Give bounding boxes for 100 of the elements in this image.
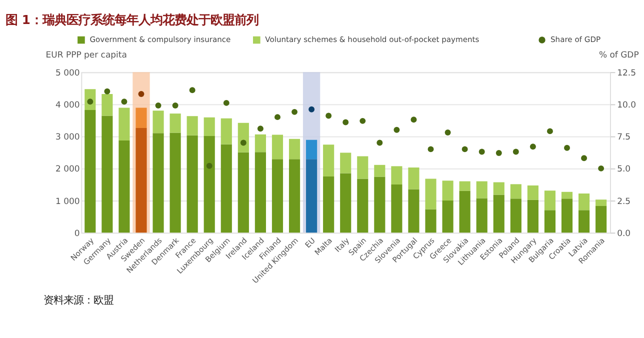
legend-label: Government & compulsory insurance — [90, 34, 232, 44]
bar — [102, 116, 113, 233]
bar — [544, 210, 556, 233]
bar — [152, 133, 164, 233]
point — [410, 116, 417, 123]
point — [598, 165, 604, 172]
point — [428, 146, 434, 152]
bar — [561, 192, 573, 199]
bar — [136, 128, 147, 233]
bar — [510, 184, 522, 199]
bar — [254, 152, 266, 233]
bar — [204, 136, 215, 233]
bar — [323, 144, 334, 176]
y2-tick-label: 12.5 — [617, 68, 636, 78]
bar — [118, 140, 130, 233]
bar — [442, 200, 454, 233]
bar — [578, 210, 590, 233]
bar — [136, 108, 147, 128]
bar — [204, 117, 215, 136]
point — [274, 114, 280, 120]
y2-tick-label: 5.0 — [617, 164, 631, 175]
bar — [152, 110, 164, 134]
bar — [596, 200, 607, 206]
bar — [288, 138, 300, 160]
bar — [170, 132, 181, 233]
y-tick-label: 5 000 — [55, 68, 80, 78]
text: 资料来源：欧盟 — [43, 294, 114, 306]
point — [155, 102, 162, 108]
bar — [340, 173, 352, 233]
point — [326, 112, 332, 119]
bar — [272, 134, 284, 160]
bar — [442, 180, 454, 201]
y2-tick-label: 10.0 — [617, 100, 636, 111]
legend-label: Voluntary schemes & household out-of-pocket payments — [265, 34, 480, 44]
bar — [459, 181, 470, 191]
point — [496, 150, 502, 156]
bar — [476, 198, 488, 233]
bar — [425, 178, 436, 210]
bar — [374, 176, 386, 233]
bar — [459, 190, 470, 233]
bar — [578, 193, 590, 210]
point — [121, 98, 128, 105]
point — [512, 148, 519, 155]
legend-label: Share of GDP — [550, 34, 602, 44]
bar — [408, 167, 420, 190]
y-tick-label: 4 000 — [55, 100, 80, 111]
bar — [272, 159, 284, 233]
bar — [288, 159, 300, 233]
bar — [527, 185, 538, 200]
point — [478, 148, 485, 155]
bar — [510, 198, 522, 233]
bar — [340, 152, 352, 174]
point — [257, 126, 264, 132]
bar — [408, 189, 420, 233]
bar — [102, 94, 113, 116]
point — [530, 144, 536, 150]
y-axis-title: EUR PPP per capita — [46, 50, 127, 60]
bar — [596, 206, 607, 233]
bar — [220, 118, 232, 144]
chart-title: 图 1：瑞典医疗系统每年人均花费处于欧盟前列 — [6, 12, 258, 27]
point — [546, 128, 553, 134]
bar — [374, 164, 386, 177]
point — [104, 88, 110, 94]
bar — [493, 194, 504, 233]
bar — [357, 156, 368, 179]
bar — [238, 152, 249, 233]
bar — [186, 135, 198, 233]
y2-tick-label: 7.5 — [617, 132, 631, 143]
y-tick-label: 2 000 — [55, 164, 80, 175]
y-tick-label: 3 000 — [55, 132, 80, 143]
bar — [220, 144, 232, 233]
y-tick-label: 1 000 — [55, 196, 80, 207]
point — [360, 118, 366, 124]
point — [376, 140, 383, 146]
bar — [170, 114, 181, 133]
point — [581, 155, 588, 162]
bar — [391, 166, 402, 184]
y2-tick-label: 2.5 — [617, 196, 631, 207]
point — [308, 106, 315, 112]
bar — [306, 140, 318, 160]
bar — [254, 134, 266, 152]
y2-tick-label: 0.0 — [617, 228, 631, 239]
point — [223, 100, 230, 106]
point — [189, 87, 196, 94]
y-tick-label: 0 — [74, 228, 80, 239]
point — [206, 162, 212, 169]
bar — [561, 198, 573, 233]
point — [462, 146, 468, 152]
point — [394, 126, 400, 133]
point — [292, 108, 298, 115]
bar — [357, 178, 368, 233]
point — [564, 144, 570, 151]
bar — [544, 190, 556, 210]
bar — [306, 159, 318, 233]
bar — [391, 184, 402, 233]
point — [240, 140, 246, 146]
bar — [238, 122, 249, 152]
bar — [476, 181, 488, 198]
point — [342, 119, 349, 126]
point — [138, 90, 144, 97]
